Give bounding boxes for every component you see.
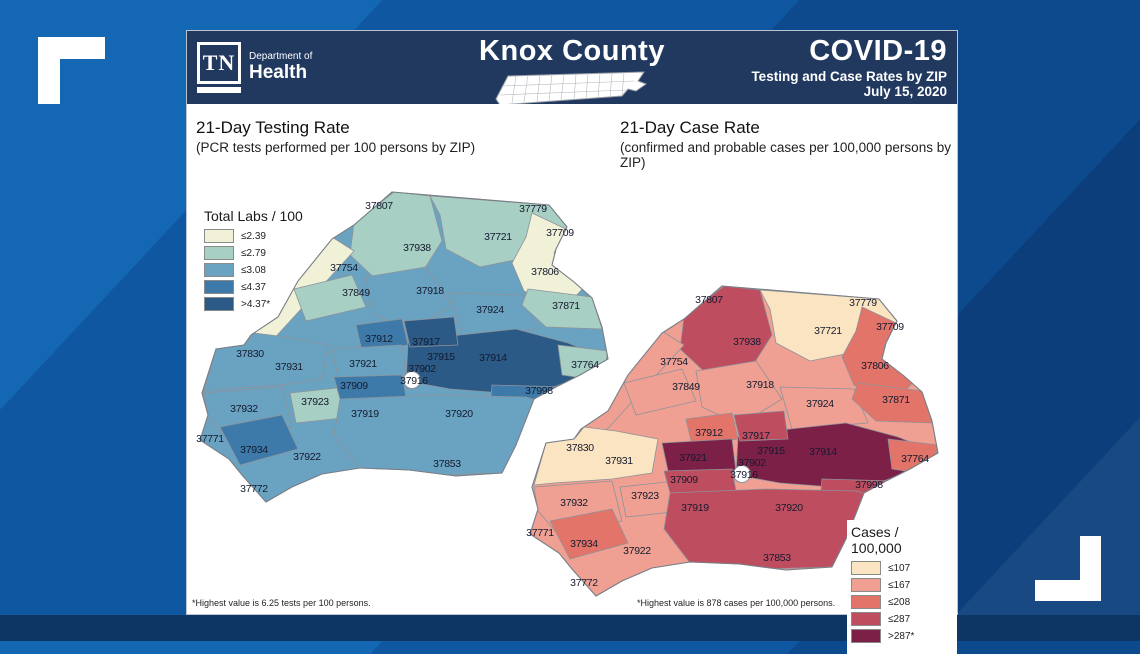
- header-bar: TN Department of Health Knox County: [187, 31, 957, 106]
- testing-legend-title: Total Labs / 100: [204, 208, 303, 224]
- page-title: Knox County: [479, 35, 665, 67]
- legend-item: ≤208: [851, 595, 947, 609]
- legend-swatch: [204, 229, 234, 243]
- downtown-37916-circle: [403, 371, 421, 389]
- legend-label: ≤208: [888, 596, 911, 608]
- legend-swatch: [851, 578, 881, 592]
- legend-swatch: [851, 561, 881, 575]
- legend-item: ≤2.39: [204, 229, 303, 243]
- testing-map-svg: [199, 191, 609, 503]
- legend-item: ≤3.08: [204, 263, 303, 277]
- cases-map-subtitle: (confirmed and probable cases per 100,00…: [620, 140, 951, 170]
- legend-item: ≤287: [851, 612, 947, 626]
- testing-map-subtitle: (PCR tests performed per 100 persons by …: [196, 140, 476, 155]
- covid-subtitle: Testing and Case Rates by ZIP: [751, 68, 947, 84]
- tn-logo-text: Department of Health: [249, 52, 312, 82]
- legend-item: >4.37*: [204, 297, 303, 311]
- legend-swatch: [851, 595, 881, 609]
- tn-logo-underline: [197, 87, 241, 93]
- cases-legend-items: ≤107 ≤167 ≤208 ≤287 >287*: [851, 561, 947, 643]
- legend-item: ≤4.37: [204, 280, 303, 294]
- cases-title-block: 21-Day Case Rate (confirmed and probable…: [620, 118, 960, 170]
- legend-label: ≤2.79: [241, 247, 266, 259]
- testing-legend: Total Labs / 100 ≤2.39 ≤2.79 ≤3.08 ≤4.37 >4.…: [204, 208, 303, 314]
- legend-item: ≤2.79: [204, 246, 303, 260]
- cases-legend-title: Cases / 100,000: [851, 524, 902, 556]
- corner-bracket-bottom-right-icon: [1035, 536, 1101, 601]
- logo-department-of: Department of: [249, 51, 313, 63]
- legend-label: ≤3.08: [241, 264, 266, 276]
- cases-legend: Cases / 100,000 ≤107 ≤167 ≤208 ≤287 >287*: [847, 520, 957, 654]
- downtown-37916-circle: [733, 465, 751, 483]
- cases-map-title: 21-Day Case Rate: [620, 118, 760, 137]
- legend-swatch: [204, 246, 234, 260]
- logo-health: Health: [249, 61, 308, 83]
- testing-title-block: 21-Day Testing Rate (PCR tests performed…: [196, 118, 556, 155]
- legend-swatch: [204, 297, 234, 311]
- cases-footnote: *Highest value is 878 cases per 100,000 …: [637, 598, 836, 608]
- legend-item: ≤107: [851, 561, 947, 575]
- legend-label: ≤2.39: [241, 230, 266, 242]
- legend-label: ≤287: [888, 613, 911, 625]
- tn-health-logo: TN Department of Health: [197, 42, 312, 93]
- cases-map-svg: [529, 285, 939, 597]
- testing-footnote: *Highest value is 6.25 tests per 100 per…: [192, 598, 371, 608]
- covid-title: COVID-19: [809, 35, 947, 68]
- legend-item: ≤167: [851, 578, 947, 592]
- case-rate-map: 37807 37779 37721 37709 37938 37754 37806 37849…: [524, 281, 944, 611]
- legend-swatch: [204, 280, 234, 294]
- legend-swatch: [851, 612, 881, 626]
- legend-label: ≤107: [888, 562, 911, 574]
- legend-label: >4.37*: [241, 298, 271, 310]
- tennessee-state-icon: [495, 71, 648, 106]
- tn-logo-letters: TN: [202, 50, 236, 75]
- legend-label: >287*: [888, 630, 915, 642]
- content-area: 21-Day Testing Rate (PCR tests performed…: [187, 104, 960, 654]
- covid-date: July 15, 2020: [863, 84, 947, 100]
- legend-label: ≤167: [888, 579, 911, 591]
- corner-bracket-top-left-icon: [38, 37, 105, 104]
- header-right: COVID-19 Testing and Case Rates by ZIP J…: [751, 35, 947, 99]
- tn-logo-box: TN: [197, 42, 241, 93]
- testing-legend-items: ≤2.39 ≤2.79 ≤3.08 ≤4.37 >4.37*: [204, 229, 303, 311]
- legend-label: ≤4.37: [241, 281, 266, 293]
- testing-map-title: 21-Day Testing Rate: [196, 118, 350, 137]
- legend-swatch: [204, 263, 234, 277]
- infographic-panel: TN Department of Health Knox County: [186, 30, 960, 654]
